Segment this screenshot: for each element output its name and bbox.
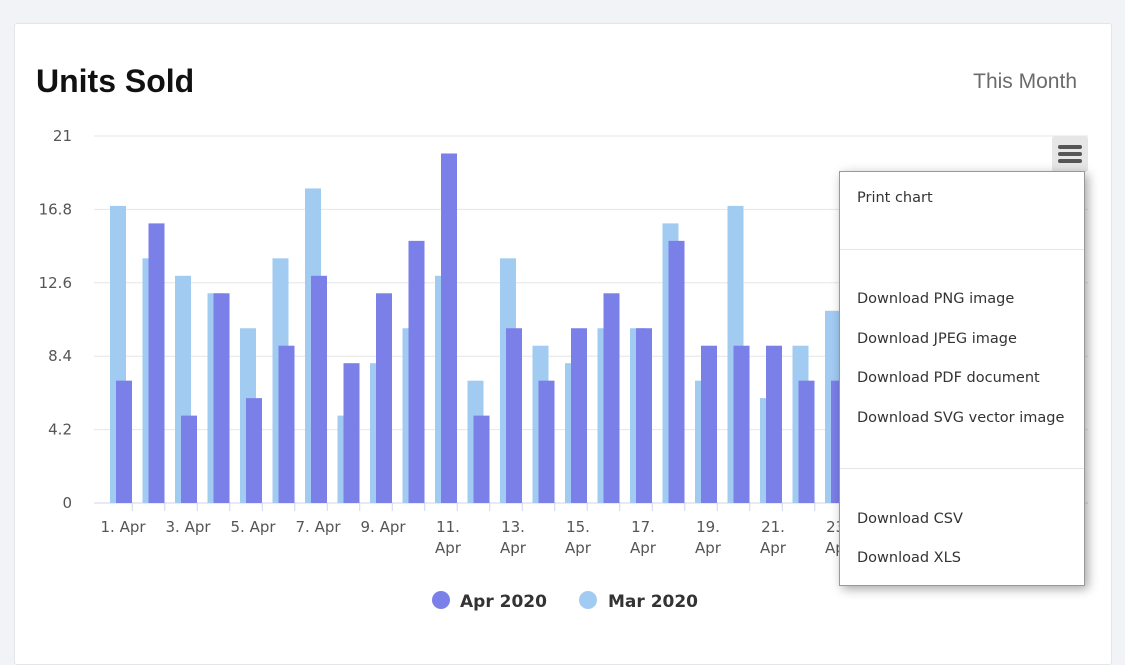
legend-label-apr: Apr 2020 <box>460 592 547 612</box>
bar-apr-2020[interactable] <box>571 328 587 503</box>
x-axis-labels: 1. Apr 3. Apr 5. Apr 7. Apr 9. Apr 11. Apr 13. A… <box>100 503 881 557</box>
menu-download-png[interactable]: Download PNG image <box>857 291 1015 307</box>
menu-separator <box>840 249 1084 250</box>
bar-apr-2020[interactable] <box>701 345 717 503</box>
menu-download-xls[interactable]: Download XLS <box>857 550 961 566</box>
bar-apr-2020[interactable] <box>538 380 555 503</box>
bar-apr-2020[interactable] <box>408 240 425 503</box>
x-tick-label: 21. Apr <box>760 518 787 557</box>
hamburger-menu-icon[interactable] <box>1052 136 1088 172</box>
menu-print-chart[interactable]: Print chart <box>857 190 933 206</box>
bar-apr-2020[interactable] <box>278 345 295 503</box>
x-tick-label: 5. Apr <box>230 518 276 536</box>
x-tick-label: 9. Apr <box>360 518 406 536</box>
bar-apr-2020[interactable] <box>181 415 197 503</box>
y-tick-label: 4.2 <box>48 421 72 439</box>
bar-apr-2020[interactable] <box>441 153 457 503</box>
card-title: Units Sold <box>36 63 195 99</box>
x-tick-label: 17. Apr <box>630 518 657 557</box>
y-tick-label: 16.8 <box>39 200 72 218</box>
bar-layer <box>110 153 880 503</box>
legend-label-mar: Mar 2020 <box>608 592 698 612</box>
menu-download-jpeg[interactable]: Download JPEG image <box>857 331 1017 347</box>
menu-download-svg[interactable]: Download SVG vector image <box>857 410 1065 426</box>
bar-apr-2020[interactable] <box>668 240 685 503</box>
menu-download-pdf[interactable]: Download PDF document <box>857 370 1040 386</box>
legend-item-apr[interactable]: Apr 2020 <box>432 591 547 612</box>
y-tick-label: 21 <box>53 127 72 145</box>
x-tick-label: 1. Apr <box>100 518 146 536</box>
legend-item-mar[interactable]: Mar 2020 <box>579 591 698 612</box>
bar-apr-2020[interactable] <box>766 345 782 503</box>
period-selector[interactable]: This Month <box>973 70 1077 93</box>
bar-apr-2020[interactable] <box>213 293 230 503</box>
menu-separator <box>840 468 1084 469</box>
x-tick-label: 15. Apr <box>565 518 592 557</box>
x-tick-label: 19. Apr <box>695 518 722 557</box>
bar-apr-2020[interactable] <box>473 415 490 503</box>
export-menu: Print chart Download PNG image Download … <box>839 171 1085 586</box>
x-tick-label: 3. Apr <box>165 518 211 536</box>
legend-swatch-apr <box>432 591 450 609</box>
y-tick-label: 0 <box>62 494 72 512</box>
bar-apr-2020[interactable] <box>733 345 750 503</box>
bar-apr-2020[interactable] <box>603 293 620 503</box>
legend: Apr 2020 Mar 2020 <box>432 591 698 612</box>
bar-apr-2020[interactable] <box>246 398 262 503</box>
x-tick-label: 11. Apr <box>435 518 462 557</box>
bar-apr-2020[interactable] <box>116 380 132 503</box>
bar-apr-2020[interactable] <box>148 223 165 503</box>
menu-download-csv[interactable]: Download CSV <box>857 511 963 527</box>
x-tick-label: 7. Apr <box>295 518 341 536</box>
legend-swatch-mar <box>579 591 597 609</box>
bar-apr-2020[interactable] <box>343 363 360 503</box>
x-tick-label: 13. Apr <box>500 518 527 557</box>
bar-apr-2020[interactable] <box>798 380 815 503</box>
bar-apr-2020[interactable] <box>636 328 652 503</box>
bar-apr-2020[interactable] <box>506 328 522 503</box>
y-tick-label: 8.4 <box>48 347 72 365</box>
bar-apr-2020[interactable] <box>311 275 327 503</box>
y-tick-label: 12.6 <box>39 274 72 292</box>
bar-apr-2020[interactable] <box>376 293 392 503</box>
